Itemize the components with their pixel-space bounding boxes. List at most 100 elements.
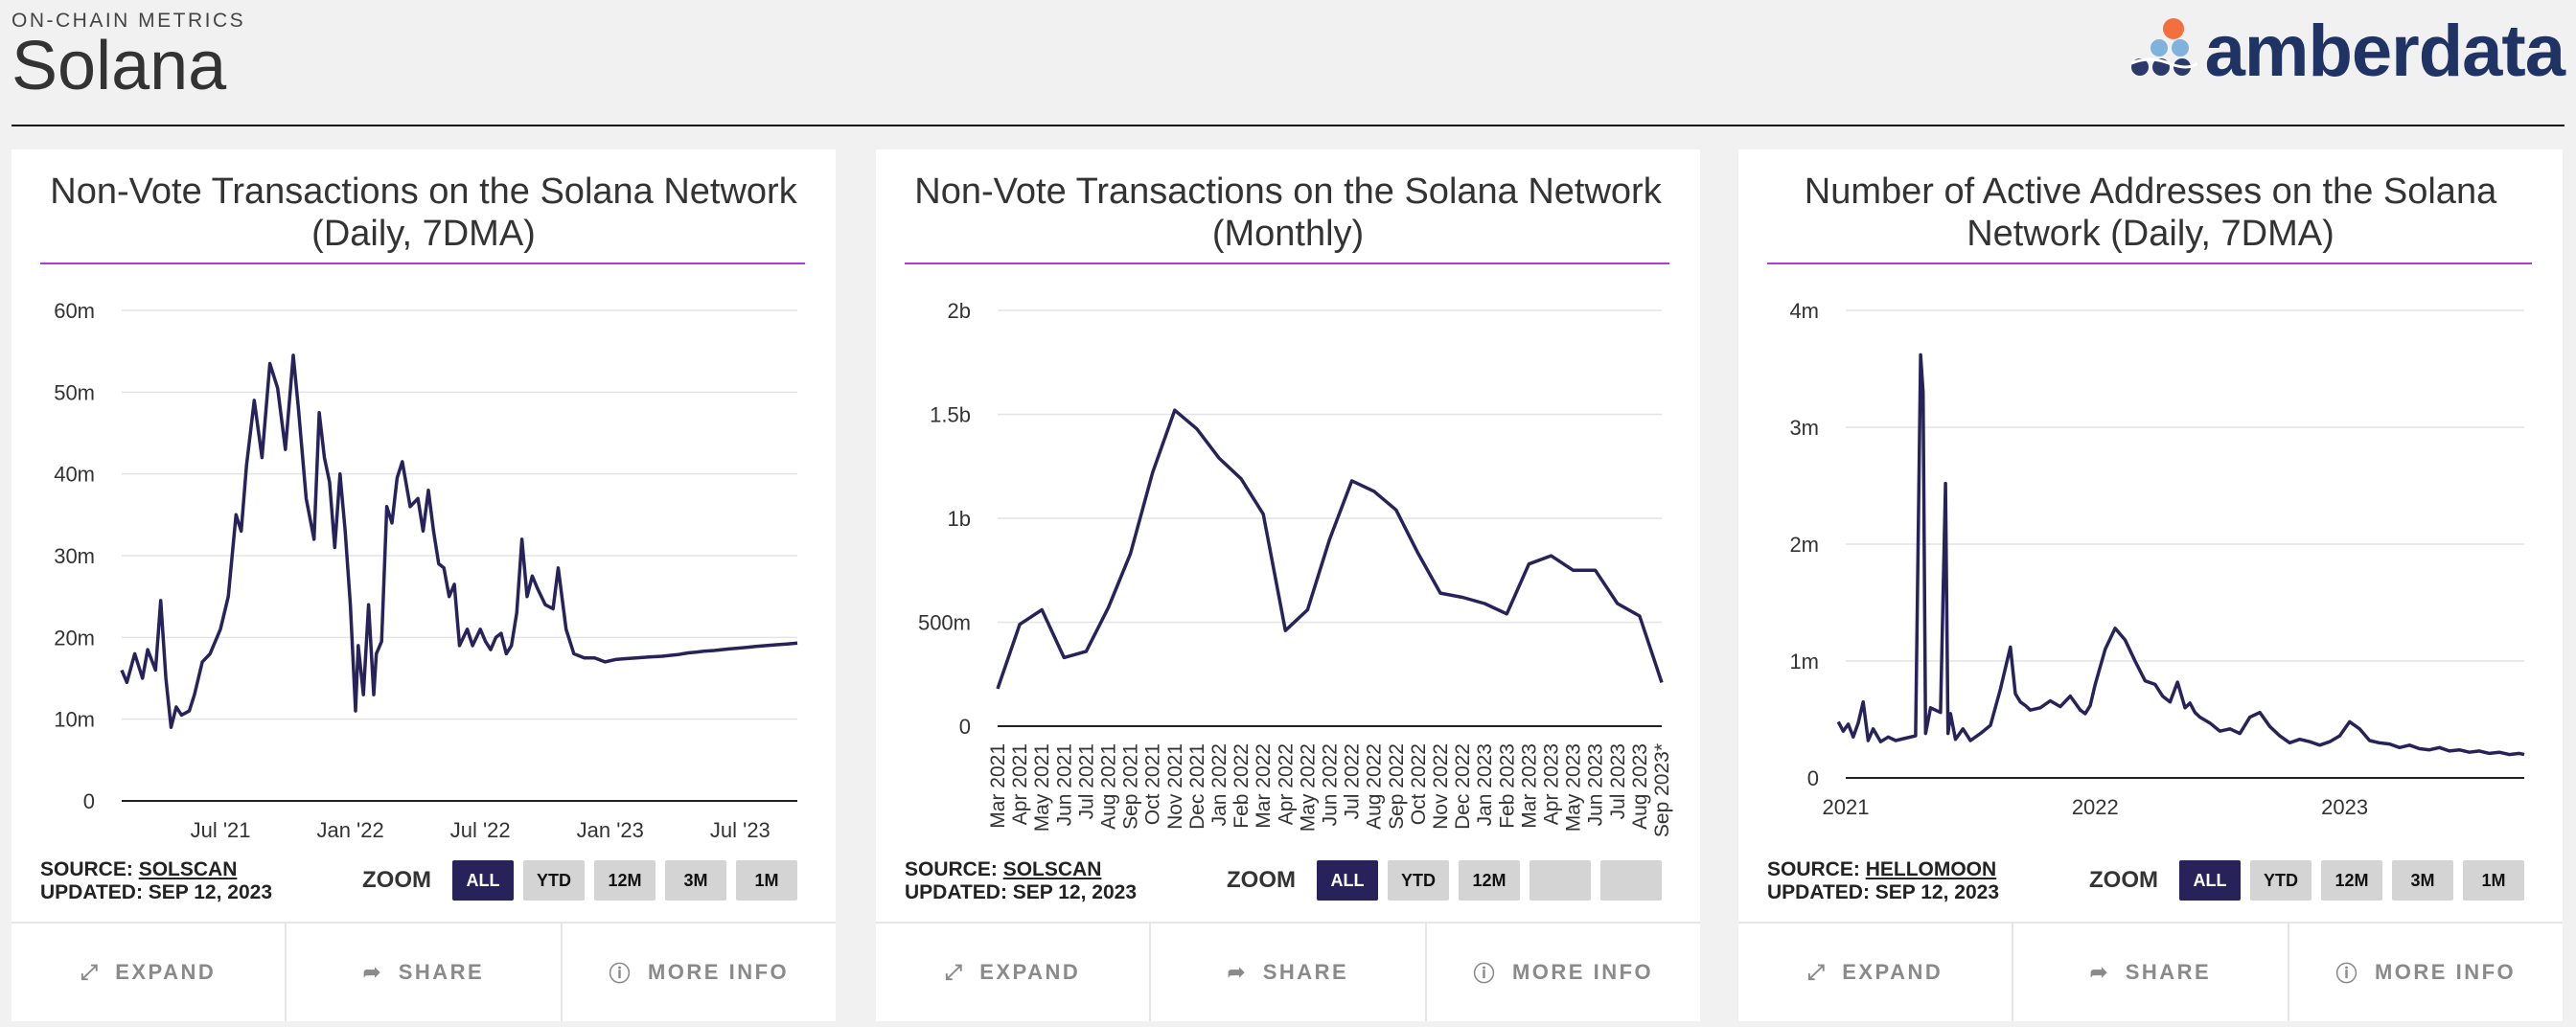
zoom-3m-button[interactable]: 3M (2392, 860, 2453, 901)
section-eyebrow: ON-CHAIN METRICS (12, 10, 246, 32)
y-tick-label: 20m (54, 626, 95, 650)
x-tick-label: Aug 2022 (1364, 743, 1386, 830)
zoom-blank-button[interactable] (1530, 860, 1591, 901)
source-link[interactable]: SOLSCAN (1002, 858, 1102, 880)
x-tick-label: Jul 2022 (1342, 743, 1364, 819)
more-info-label: MORE INFO (647, 960, 790, 984)
x-tick-label: May 2022 (1297, 743, 1319, 832)
title-divider (905, 262, 1669, 264)
card-actions: ⤢ EXPAND ➦ SHARE ⓘ MORE INFO (12, 922, 836, 1021)
chart-card-monthly-transactions: Non-Vote Transactions on the Solana Netw… (876, 149, 1700, 1021)
amberdata-logo[interactable]: amberdata (2130, 11, 2565, 92)
source-info: SOURCE: SOLSCAN UPDATED: SEP 12, 2023 (40, 858, 272, 904)
zoom-blank-button[interactable] (1600, 860, 1662, 901)
share-button[interactable]: ➦ SHARE (1151, 924, 1427, 1021)
y-tick-label: 30m (54, 544, 95, 568)
x-tick-label: Jul 2023 (1607, 743, 1629, 819)
card-actions: ⤢ EXPAND ➦ SHARE ⓘ MORE INFO (876, 922, 1700, 1021)
x-tick-label: Mar 2021 (987, 743, 1009, 829)
card-actions: ⤢ EXPAND ➦ SHARE ⓘ MORE INFO (1738, 922, 2563, 1021)
expand-label: EXPAND (115, 960, 217, 984)
x-tick-label: Jun 2021 (1053, 743, 1075, 826)
y-tick-label: 500m (918, 611, 971, 635)
line-chart[interactable]: 0 1m 2m 3m 4m 2021 2022 2023 (1738, 284, 2563, 858)
amberdata-logo-icon (2130, 18, 2197, 76)
logo-text: amberdata (2204, 11, 2565, 92)
x-tick-label: Jan 2022 (1208, 743, 1230, 826)
title-divider (40, 262, 805, 264)
series-line (120, 354, 798, 729)
share-button[interactable]: ➦ SHARE (2013, 924, 2289, 1021)
x-tick-label: Jan '23 (577, 818, 644, 842)
x-tick-label: Sep 2021 (1120, 743, 1142, 830)
chart-title: Non-Vote Transactions on the Solana Netw… (914, 171, 1662, 254)
x-tick-label: Feb 2022 (1230, 743, 1253, 829)
chart-plot-area[interactable]: 0 500m 1b 1.5b 2b Mar 2021 Apr 2021 May 2021 Jun… (876, 284, 1700, 858)
y-tick-label: 10m (54, 708, 95, 732)
more-info-button[interactable]: ⓘ MORE INFO (2289, 924, 2563, 1021)
y-tick-label: 0 (1807, 766, 1819, 790)
zoom-ytd-button[interactable]: YTD (2250, 860, 2312, 901)
x-tick-label: Nov 2021 (1164, 743, 1186, 830)
zoom-12m-button[interactable]: 12M (594, 860, 656, 901)
chart-card-active-addresses: Number of Active Addresses on the Solana… (1738, 149, 2563, 1021)
x-tick-label: Dec 2022 (1452, 743, 1474, 830)
source-link[interactable]: HELLOMOON (1865, 858, 1997, 880)
zoom-ytd-button[interactable]: YTD (523, 860, 585, 901)
x-tick-label: Oct 2021 (1142, 743, 1164, 825)
share-button[interactable]: ➦ SHARE (287, 924, 563, 1021)
chart-plot-area[interactable]: 0 1m 2m 3m 4m 2021 2022 2023 (1738, 284, 2563, 858)
zoom-1m-button[interactable]: 1M (2463, 860, 2524, 901)
zoom-label: ZOOM (362, 867, 431, 893)
y-tick-label: 4m (1789, 299, 1819, 323)
source-link[interactable]: SOLSCAN (138, 858, 238, 880)
x-tick-label: May 2021 (1031, 743, 1053, 832)
x-tick-label: May 2023 (1563, 743, 1585, 832)
share-label: SHARE (2125, 960, 2212, 984)
chart-plot-area[interactable]: 0 10m 20m 30m 40m 50m 60m Jul '21 Jan '22 Jul '22… (12, 284, 836, 858)
zoom-12m-button[interactable]: 12M (1459, 860, 1520, 901)
x-tick-label: Jul '22 (450, 818, 511, 842)
more-info-button[interactable]: ⓘ MORE INFO (563, 924, 836, 1021)
expand-icon: ⤢ (1807, 960, 1828, 984)
y-tick-label: 3m (1789, 416, 1819, 440)
page-header: ON-CHAIN METRICS Solana amberdata (12, 0, 2565, 126)
x-tick-label: Jan 2023 (1474, 743, 1496, 826)
y-tick-label: 2m (1789, 533, 1819, 557)
zoom-all-button[interactable]: ALL (452, 860, 514, 901)
x-tick-label: Aug 2023 (1629, 743, 1651, 830)
x-tick-label: 2022 (2072, 795, 2119, 819)
zoom-1m-button[interactable]: 1M (736, 860, 797, 901)
source-label: SOURCE: (905, 858, 998, 880)
x-tick-label: 2023 (2321, 795, 2368, 819)
expand-button[interactable]: ⤢ EXPAND (876, 924, 1152, 1021)
title-divider (1767, 262, 2532, 264)
share-label: SHARE (398, 960, 485, 984)
x-tick-label: Apr 2021 (1009, 743, 1031, 825)
y-tick-label: 2b (948, 299, 971, 323)
info-icon: ⓘ (609, 962, 632, 986)
x-tick-label: Apr 2023 (1541, 743, 1563, 825)
expand-button[interactable]: ⤢ EXPAND (12, 924, 288, 1021)
series-line (996, 408, 1664, 690)
expand-icon: ⤢ (80, 960, 101, 984)
expand-icon: ⤢ (945, 960, 965, 984)
more-info-button[interactable]: ⓘ MORE INFO (1427, 924, 1700, 1021)
series-line (1836, 353, 2525, 757)
x-tick-label: Jun 2022 (1320, 743, 1342, 826)
share-icon: ➦ (2089, 960, 2110, 984)
zoom-12m-button[interactable]: 12M (2321, 860, 2382, 901)
expand-button[interactable]: ⤢ EXPAND (1738, 924, 2014, 1021)
zoom-3m-button[interactable]: 3M (665, 860, 726, 901)
zoom-all-button[interactable]: ALL (1317, 860, 1378, 901)
x-tick-label: Jul '21 (191, 818, 251, 842)
zoom-all-button[interactable]: ALL (2179, 860, 2241, 901)
updated-date: UPDATED: SEP 12, 2023 (40, 881, 272, 903)
zoom-ytd-button[interactable]: YTD (1388, 860, 1449, 901)
x-tick-label: Nov 2022 (1430, 743, 1452, 830)
more-info-label: MORE INFO (2374, 960, 2517, 984)
share-icon: ➦ (1227, 960, 1248, 984)
line-chart[interactable]: 0 10m 20m 30m 40m 50m 60m Jul '21 Jan '22 Jul '22… (12, 284, 836, 858)
x-tick-label: Jun 2023 (1585, 743, 1607, 826)
